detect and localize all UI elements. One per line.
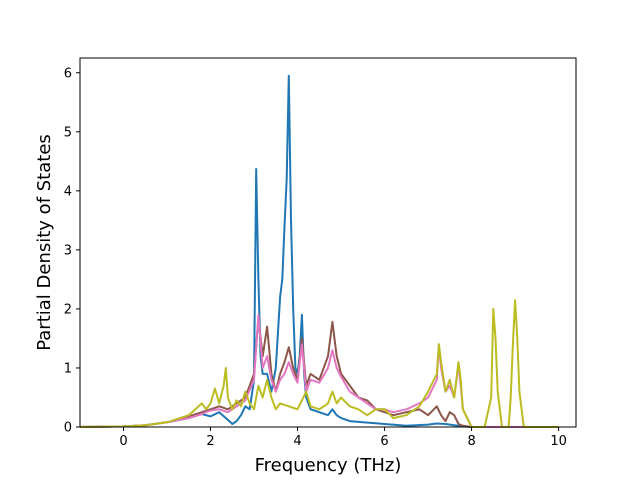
series-line-4: [79, 299, 559, 428]
x-tick-label: 6: [380, 434, 388, 449]
series-line-1: [79, 74, 559, 428]
y-tick-label: 6: [64, 66, 72, 81]
y-tick-label: 1: [64, 361, 72, 376]
x-tick-label: 8: [467, 434, 475, 449]
y-axis-ticks: 0 1 2 3 4 5 6: [64, 66, 80, 436]
x-tick-label: 2: [206, 434, 214, 449]
y-tick-label: 0: [64, 421, 72, 436]
x-tick-label: 4: [293, 434, 301, 449]
y-tick-label: 5: [64, 125, 72, 140]
x-axis-label: Frequency (THz): [255, 455, 402, 476]
x-tick-label: 10: [550, 434, 567, 449]
y-tick-label: 4: [64, 184, 72, 199]
y-axis-label: Partial Density of States: [34, 134, 55, 351]
series-layer: [79, 74, 559, 428]
y-tick-label: 2: [64, 302, 72, 317]
series-line-2: [79, 316, 559, 428]
plot-frame: [79, 57, 577, 428]
x-tick-label: 0: [119, 434, 127, 449]
x-axis-ticks: 0 2 4 6 8 10: [119, 427, 567, 449]
y-tick-label: 3: [64, 243, 72, 258]
